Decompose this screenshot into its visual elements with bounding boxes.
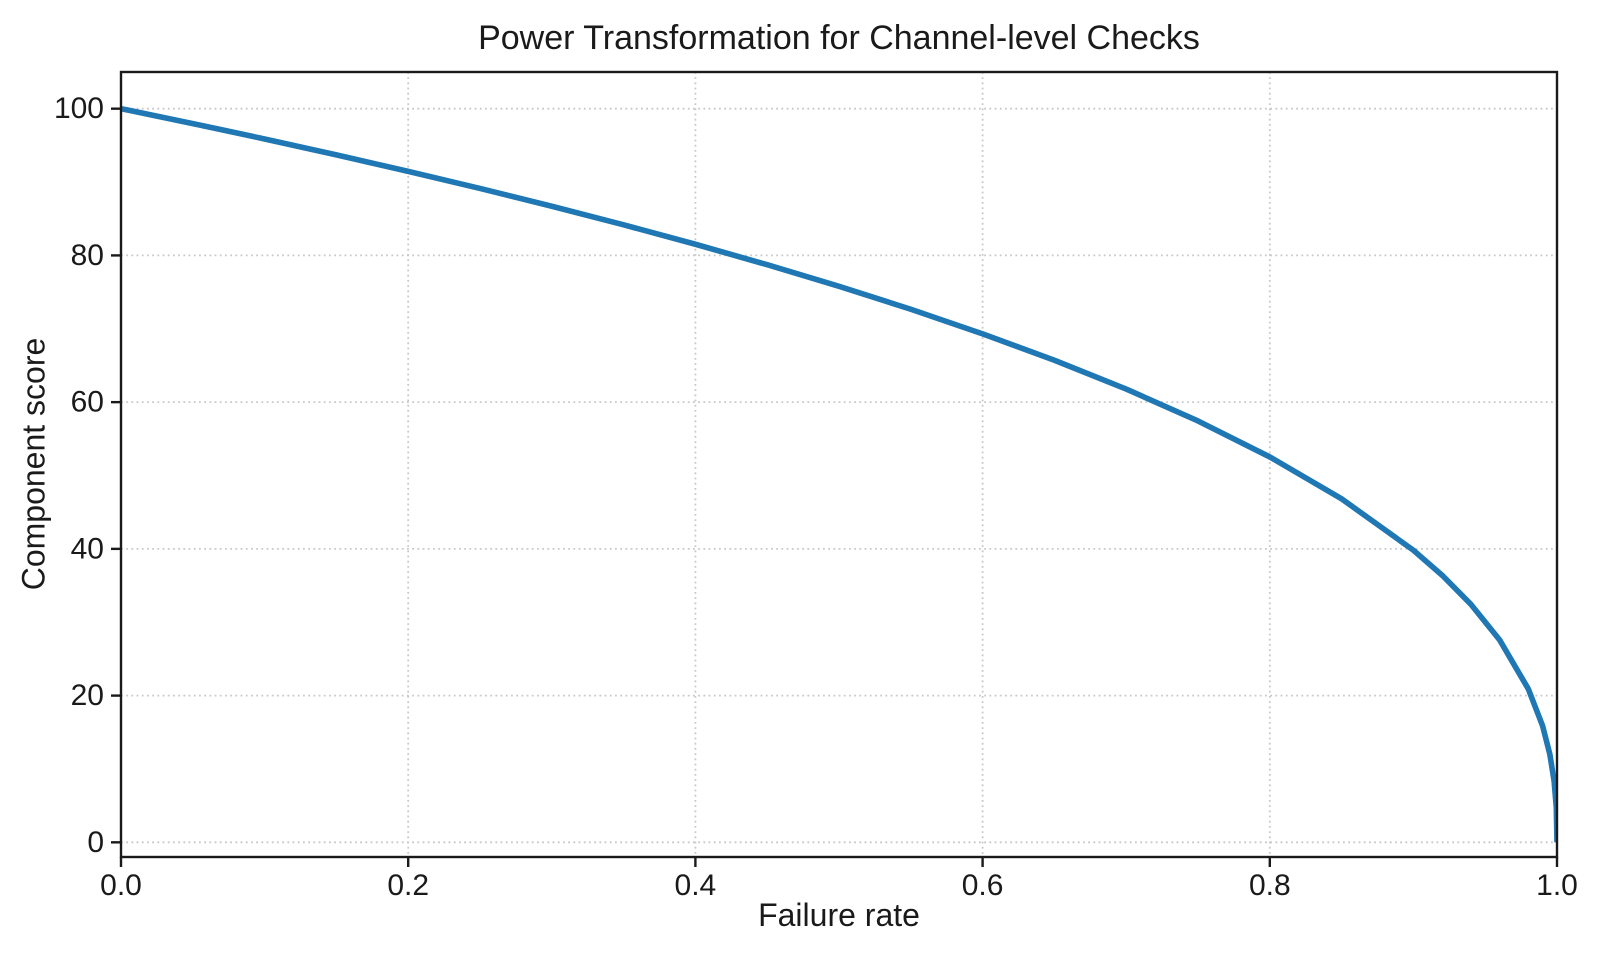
y-tick-label: 60 — [71, 386, 104, 419]
chart-title: Power Transformation for Channel-level C… — [478, 19, 1200, 57]
x-tick-label: 0.2 — [387, 869, 429, 902]
axes-spine — [119, 70, 1559, 859]
x-tick-label: 0.6 — [962, 869, 1004, 902]
x-tick-label: 0.0 — [100, 869, 142, 902]
x-tick-label: 0.4 — [675, 869, 717, 902]
curve-line — [121, 105, 1557, 843]
y-tick-label: 0 — [87, 826, 104, 859]
y-tick-label: 40 — [71, 532, 104, 565]
x-tick-label: 1.0 — [1536, 869, 1578, 902]
y-tick-label: 80 — [71, 239, 104, 272]
x-tick-label: 0.8 — [1249, 869, 1291, 902]
x-axis-label: Failure rate — [758, 897, 920, 933]
y-tick-label: 20 — [71, 679, 104, 712]
y-tick-label: 100 — [54, 92, 104, 125]
